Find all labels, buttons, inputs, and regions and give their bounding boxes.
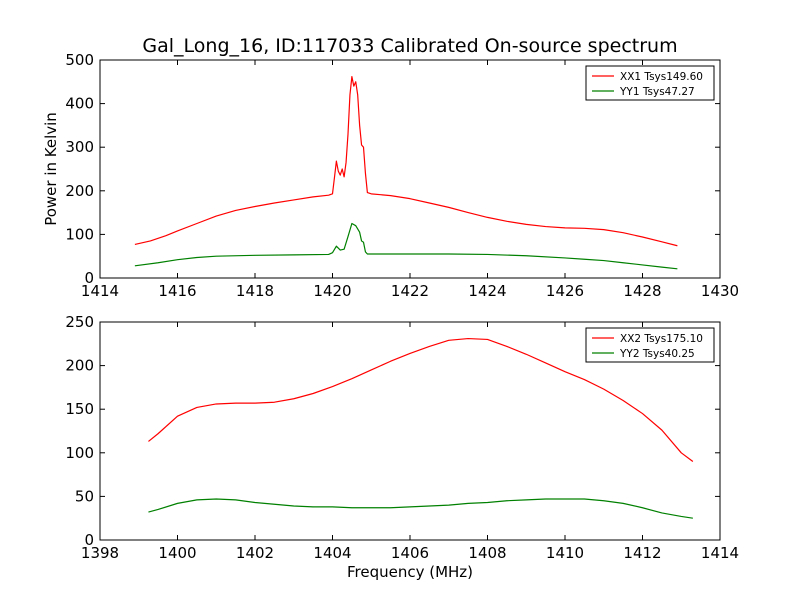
x-tick-label: 1408 [468,544,506,562]
x-tick-label: 1412 [623,544,661,562]
legend-box [585,65,715,101]
legend-entry-0: XX2 Tsys175.10 [620,333,703,345]
y-tick-label: 0 [84,531,94,549]
x-tick-label: 1430 [701,282,739,300]
x-axis-label: Frequency (MHz) [347,563,473,581]
legend-box [585,327,715,363]
series-line-top-0 [134,75,678,247]
legend-entry-1: YY1 Tsys47.27 [619,86,695,98]
legend-bottom: XX2 Tsys175.10 YY2 Tsys40.25 [585,327,715,363]
y-tick-label: 200 [65,357,94,375]
x-tick-label: 1398 [81,544,119,562]
x-tick-label: 1406 [391,544,429,562]
x-tick-label: 1410 [546,544,584,562]
y-tick-label: 100 [65,225,94,243]
x-tick-label: 1416 [158,282,196,300]
y-tick-label: 250 [65,313,94,331]
legend-entry-0: XX1 Tsys149.60 [620,71,703,83]
y-tick-label: 100 [65,444,94,462]
chart-panel-bottom: 1398 1400 1402 1404 1406 1408 1410 1412 1414 0 50 1… [65,313,739,581]
y-tick-label: 0 [84,269,94,287]
x-tick-label: 1426 [546,282,584,300]
x-tick-label: 1404 [313,544,351,562]
y-tick-label: 200 [65,182,94,200]
x-tick-label: 1422 [391,282,429,300]
series-line-bottom-0 [148,337,694,462]
y-tick-label: 300 [65,138,94,156]
x-tick-label: 1418 [236,282,274,300]
series-line-top-1 [134,222,678,270]
series-line-bottom-1 [148,498,693,519]
y-tick-label: 400 [65,95,94,113]
x-tick-label: 1420 [313,282,351,300]
y-tick-label: 50 [75,487,94,505]
x-tick-label: 1428 [623,282,661,300]
x-tick-label: 1400 [158,544,196,562]
x-tick-label: 1402 [236,544,274,562]
y-tick-label: 150 [65,400,94,418]
chart-title: Gal_Long_16, ID:117033 Calibrated On-sou… [142,35,677,57]
y-tick-label: 500 [65,51,94,69]
legend-entry-1: YY2 Tsys40.25 [619,348,695,360]
legend-top: XX1 Tsys149.60 YY1 Tsys47.27 [585,65,715,101]
chart-panel-top: 1414 1416 1418 1420 1422 1424 1426 1428 1430 0 100… [42,35,739,300]
x-tick-label: 1414 [81,282,119,300]
x-tick-label: 1424 [468,282,506,300]
y-axis-label: Power in Kelvin [42,112,60,226]
x-tick-label: 1414 [701,544,739,562]
